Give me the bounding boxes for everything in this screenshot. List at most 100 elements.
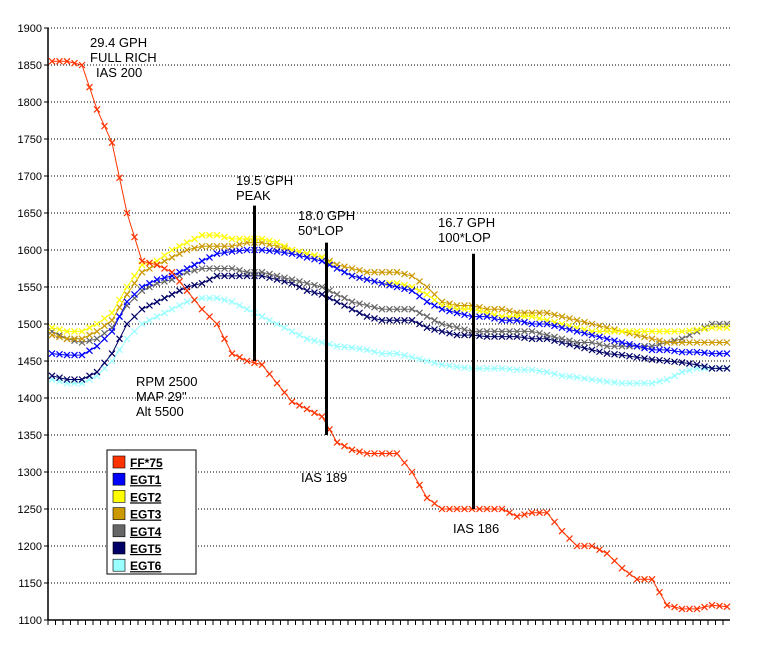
data-point [288, 398, 296, 406]
data-point [273, 320, 281, 328]
data-point [281, 389, 288, 396]
data-point [228, 235, 236, 243]
data-point [506, 365, 513, 373]
data-point [581, 339, 588, 346]
data-point [596, 546, 603, 554]
data-point [93, 335, 101, 343]
data-point [701, 325, 708, 333]
data-point [701, 324, 708, 332]
data-point [513, 316, 521, 324]
data-point [333, 438, 341, 446]
data-point [663, 376, 671, 383]
data-point [378, 350, 386, 358]
data-point [716, 364, 723, 372]
data-point [183, 246, 191, 254]
data-point [273, 239, 281, 247]
data-point [341, 294, 348, 302]
data-point [423, 290, 431, 298]
data-point [101, 359, 108, 367]
data-point [663, 327, 671, 335]
data-point [86, 372, 93, 380]
data-point [78, 335, 86, 343]
data-point [56, 350, 63, 358]
data-point [101, 364, 108, 372]
data-point [551, 333, 558, 341]
data-point [206, 313, 213, 321]
data-point [266, 370, 273, 378]
data-point [86, 83, 93, 91]
data-point [528, 320, 536, 328]
data-point [191, 261, 198, 269]
data-point [521, 334, 528, 342]
data-point [521, 366, 528, 374]
data-point [506, 333, 513, 341]
data-point [146, 316, 153, 324]
data-point [686, 339, 693, 346]
data-point [93, 105, 101, 113]
data-point [693, 361, 701, 369]
data-point [648, 356, 656, 363]
data-point [63, 327, 71, 335]
data-point [123, 335, 131, 343]
data-point [213, 320, 221, 328]
data-point [656, 356, 663, 364]
data-point [221, 265, 228, 272]
data-point [528, 509, 536, 517]
data-point [108, 357, 116, 365]
y-tick-label: 1750 [18, 134, 42, 146]
data-point [611, 557, 618, 565]
data-point [138, 283, 146, 291]
data-point [536, 367, 543, 375]
data-point [146, 265, 153, 272]
data-point [513, 327, 521, 335]
legend-label: EGT2 [130, 490, 162, 504]
data-point [693, 605, 701, 613]
data-point [108, 139, 116, 147]
annotation-text: 29.4 GPH [90, 35, 147, 50]
data-point [363, 276, 371, 284]
data-point [423, 298, 431, 306]
data-point [123, 209, 131, 217]
data-point [348, 298, 356, 306]
data-point [48, 372, 56, 380]
data-point [206, 276, 213, 284]
data-point [498, 505, 506, 513]
data-point [258, 246, 266, 254]
data-point [56, 333, 63, 341]
data-point [386, 350, 393, 358]
data-point [393, 268, 401, 276]
data-point [281, 274, 288, 282]
data-point [108, 309, 116, 317]
data-point [693, 339, 701, 346]
data-point [671, 372, 678, 380]
data-point [236, 353, 243, 361]
data-point [521, 511, 528, 518]
data-point [401, 316, 408, 324]
data-point [476, 364, 483, 372]
data-point [671, 327, 678, 335]
data-point [543, 368, 551, 376]
data-point [393, 350, 401, 358]
data-point [251, 359, 258, 367]
annotation-text: IAS 200 [96, 65, 142, 80]
data-point [333, 290, 341, 298]
data-point [101, 315, 108, 322]
data-point [521, 313, 528, 321]
data-point [108, 316, 116, 324]
data-point [363, 302, 371, 309]
data-point [708, 364, 716, 372]
data-point [206, 253, 213, 261]
legend-swatch [112, 490, 126, 503]
data-point [708, 339, 716, 346]
data-point [311, 289, 318, 296]
data-point [581, 374, 588, 382]
data-point [573, 373, 581, 381]
data-point [243, 268, 251, 276]
data-point [408, 468, 416, 476]
series-egt1 [48, 246, 731, 359]
data-point [228, 242, 236, 250]
series-egt5 [48, 272, 731, 383]
data-point [356, 448, 363, 456]
